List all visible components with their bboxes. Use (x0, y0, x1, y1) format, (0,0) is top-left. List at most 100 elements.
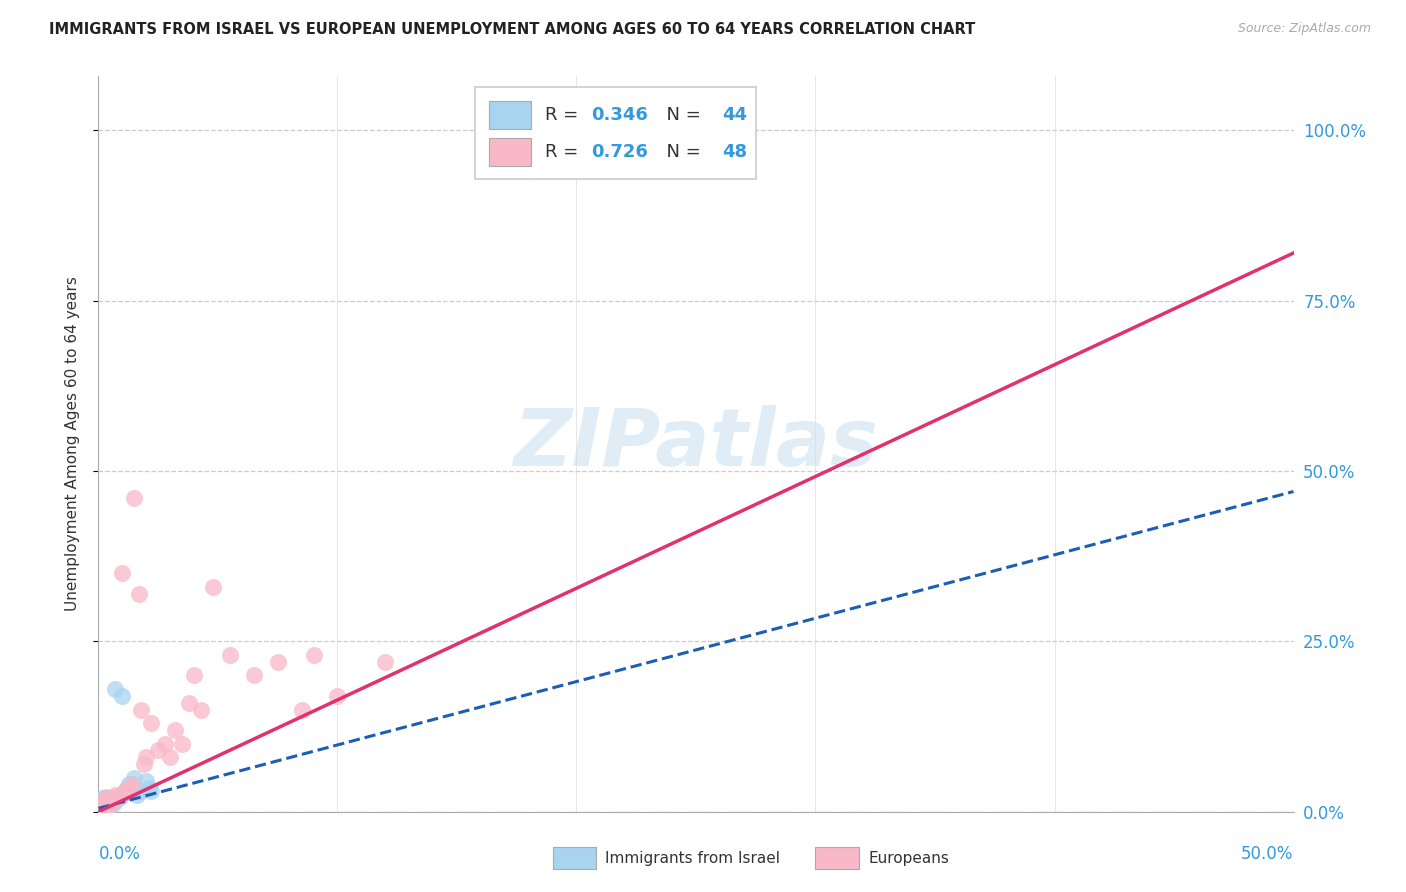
Point (131, 784, 153, 798)
Point (104, 681, 127, 696)
Point (90, 801, 112, 815)
Point (104, 792, 127, 806)
Text: 50.0%: 50.0% (1241, 845, 1294, 863)
Point (124, 771, 146, 785)
Point (135, 750, 157, 764)
Point (94, 793, 117, 807)
Point (118, 780, 141, 795)
Point (104, 788, 127, 802)
Point (138, 780, 160, 795)
Point (97, 795, 120, 809)
Point (91, 801, 114, 815)
FancyBboxPatch shape (489, 101, 531, 128)
Point (101, 791, 124, 805)
Point (131, 702, 153, 716)
Point (90, 799, 112, 814)
Point (98, 797, 122, 811)
Point (115, 784, 138, 798)
Point (94, 797, 117, 811)
Point (91, 797, 114, 812)
Point (163, 723, 186, 737)
Point (148, 743, 170, 757)
Point (107, 791, 129, 805)
Point (94, 791, 117, 805)
Point (202, 580, 225, 594)
Point (124, 491, 146, 506)
Point (132, 757, 155, 772)
Point (104, 795, 127, 809)
Point (114, 784, 136, 798)
Text: ZIPatlas: ZIPatlas (513, 405, 879, 483)
Point (243, 668, 266, 682)
Text: Immigrants from Israel: Immigrants from Israel (605, 851, 780, 865)
Point (374, 655, 396, 669)
Point (90, 801, 112, 815)
Point (94, 797, 117, 812)
Text: Europeans: Europeans (868, 851, 949, 865)
Point (90, 797, 112, 812)
Point (94, 789, 117, 804)
Point (172, 737, 194, 751)
Point (101, 795, 124, 809)
Point (155, 737, 177, 751)
Text: 0.346: 0.346 (591, 106, 648, 124)
Point (91, 795, 114, 809)
Point (101, 794, 124, 808)
Point (90, 799, 112, 814)
Point (94, 795, 117, 809)
Point (179, 696, 201, 710)
Point (613, 123, 636, 137)
Point (159, 750, 181, 764)
Point (94, 800, 117, 814)
Point (94, 801, 117, 815)
Y-axis label: Unemployment Among Ages 60 to 64 years: Unemployment Among Ages 60 to 64 years (65, 277, 80, 611)
Point (91, 800, 114, 814)
Point (91, 791, 114, 805)
Point (91, 795, 114, 809)
Point (91, 797, 114, 812)
Point (91, 801, 114, 815)
Point (139, 784, 162, 798)
Point (135, 774, 157, 789)
Point (98, 791, 122, 805)
Point (90, 797, 112, 811)
Point (111, 689, 134, 703)
Point (101, 797, 124, 811)
Point (111, 788, 134, 802)
Point (115, 780, 138, 795)
Point (97, 797, 120, 811)
Point (118, 777, 141, 791)
Point (326, 689, 349, 703)
Point (267, 655, 290, 669)
Point (139, 716, 162, 731)
Point (94, 791, 117, 805)
Point (107, 791, 129, 805)
Point (90, 797, 112, 811)
FancyBboxPatch shape (489, 137, 531, 166)
Point (108, 789, 131, 804)
Point (98, 792, 122, 806)
Point (94, 800, 117, 814)
Point (94, 797, 117, 812)
Point (121, 777, 143, 791)
Point (114, 784, 136, 798)
FancyBboxPatch shape (553, 847, 596, 869)
Point (91, 792, 114, 806)
Point (98, 796, 122, 810)
Point (219, 648, 242, 662)
Point (108, 788, 131, 802)
Text: 0.0%: 0.0% (98, 845, 141, 863)
Text: N =: N = (655, 106, 707, 124)
Point (94, 795, 117, 809)
Point (111, 566, 134, 581)
Point (97, 792, 120, 806)
Point (190, 702, 212, 716)
Point (97, 799, 120, 814)
FancyBboxPatch shape (815, 847, 859, 869)
Point (97, 797, 120, 812)
FancyBboxPatch shape (475, 87, 756, 178)
Point (98, 797, 122, 812)
Text: R =: R = (546, 143, 585, 161)
Point (128, 587, 150, 601)
Text: R =: R = (546, 106, 585, 124)
